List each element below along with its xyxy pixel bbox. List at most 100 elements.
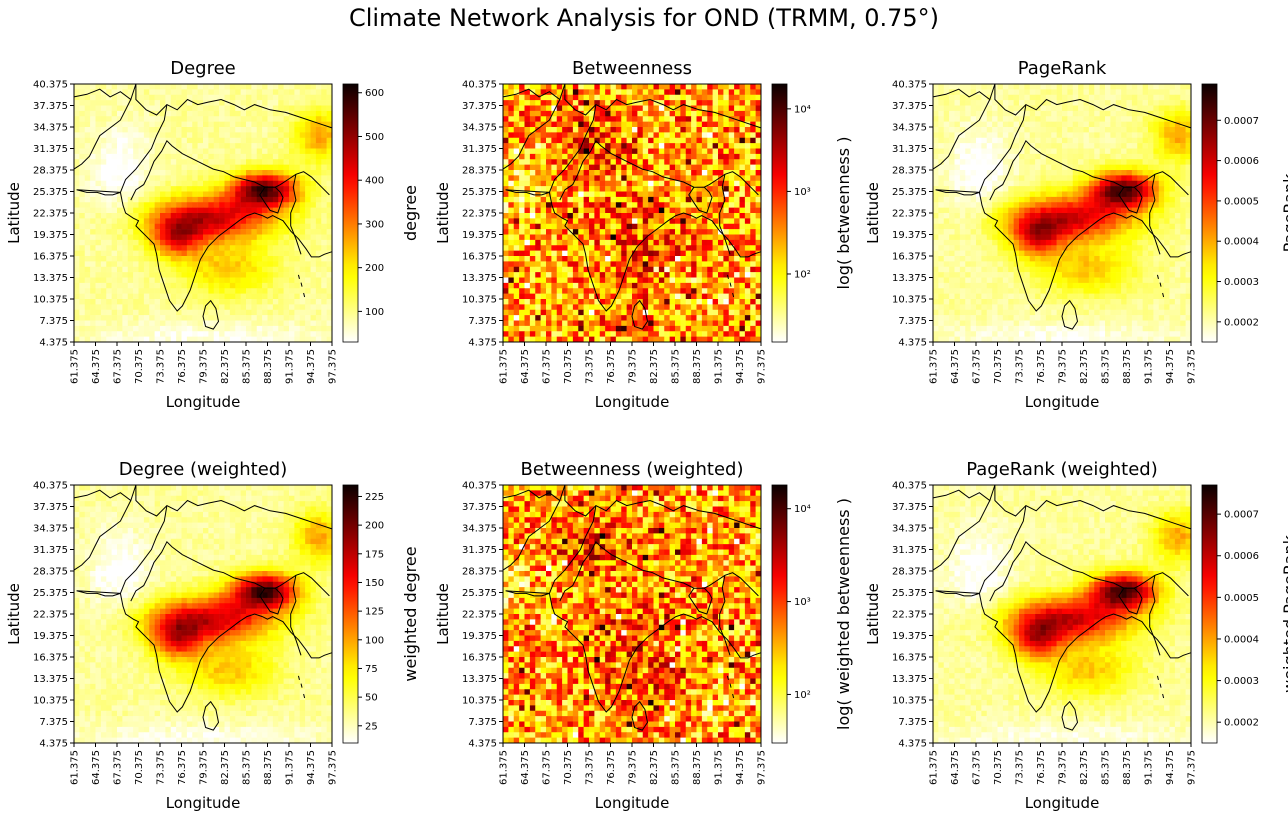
x-tick-label: 61.375 xyxy=(70,750,81,785)
y-tick-label: 22.375 xyxy=(33,610,68,621)
colorbar-tick-label: 300 xyxy=(365,219,384,230)
x-tick-label: 91.375 xyxy=(285,349,296,384)
colorbar-tick-label: 150 xyxy=(365,578,384,589)
x-tick-label: 73.375 xyxy=(585,349,596,384)
x-tick-label: 61.375 xyxy=(499,750,510,785)
x-tick-label: 82.375 xyxy=(220,750,231,785)
x-tick-label: 94.375 xyxy=(735,349,746,384)
x-tick-label: 85.375 xyxy=(1101,750,1112,785)
y-tick-label: 10.375 xyxy=(892,696,927,707)
y-tick-label: 37.375 xyxy=(462,101,497,112)
heatmap-cells xyxy=(933,485,1192,744)
y-tick-label: 25.375 xyxy=(462,588,497,599)
x-tick-label: 91.375 xyxy=(1144,750,1155,785)
y-axis-label: Latitude xyxy=(864,583,882,645)
colorbar-tick-label: 400 xyxy=(365,176,384,187)
x-tick-label: 94.375 xyxy=(306,349,317,384)
y-tick-label: 19.375 xyxy=(892,631,927,642)
x-tick-label: 97.375 xyxy=(1187,750,1198,785)
y-tick-label: 37.375 xyxy=(33,502,68,513)
colorbar-label: log( weighted betweenness ) xyxy=(834,498,853,730)
colorbar-tick-label: 200 xyxy=(365,521,384,532)
x-tick-label: 97.375 xyxy=(328,349,339,384)
x-tick-label: 79.375 xyxy=(199,750,210,785)
colorbar-tick-label: 75 xyxy=(365,664,378,675)
coastline-borders xyxy=(502,83,762,330)
colorbar-tick-label: 0.0003 xyxy=(1224,676,1259,687)
y-tick-label: 13.375 xyxy=(33,674,68,685)
x-tick-label: 85.375 xyxy=(242,750,253,785)
x-tick-label: 64.375 xyxy=(950,750,961,785)
heatmap-cells xyxy=(933,84,1192,343)
panel-title: Degree (weighted) xyxy=(119,459,287,480)
x-tick-label: 67.375 xyxy=(542,349,553,384)
x-tick-label: 79.375 xyxy=(628,750,639,785)
y-tick-label: 7.375 xyxy=(39,316,68,327)
coastline-borders xyxy=(73,83,333,330)
colorbar xyxy=(771,83,788,343)
x-tick-label: 79.375 xyxy=(1058,750,1069,785)
y-tick-label: 22.375 xyxy=(892,209,927,220)
y-tick-label: 28.375 xyxy=(892,567,927,578)
x-axis-label: Longitude xyxy=(595,794,670,812)
colorbar-tick-label: 10² xyxy=(794,269,811,280)
main-title: Climate Network Analysis for OND (TRMM, … xyxy=(348,4,940,32)
y-tick-label: 4.375 xyxy=(468,338,497,349)
y-tick-label: 16.375 xyxy=(33,653,68,664)
y-tick-label: 31.375 xyxy=(33,144,68,155)
y-tick-label: 40.375 xyxy=(462,481,497,492)
x-tick-label: 88.375 xyxy=(692,750,703,785)
x-axis-label: Longitude xyxy=(166,393,241,411)
colorbar-tick-label: 10³ xyxy=(794,187,811,198)
colorbar xyxy=(342,83,359,343)
x-tick-label: 97.375 xyxy=(757,750,768,785)
colorbar-tick-label: 0.0006 xyxy=(1224,156,1259,167)
colorbar-tick-label: 10² xyxy=(794,690,811,701)
y-tick-label: 28.375 xyxy=(462,567,497,578)
x-tick-label: 73.375 xyxy=(1015,750,1026,785)
y-axis-label: Latitude xyxy=(434,182,452,244)
coastline-borders xyxy=(932,83,1192,330)
y-tick-label: 22.375 xyxy=(892,610,927,621)
panel-title: Betweenness (weighted) xyxy=(521,459,744,480)
colorbar-tick-label: 600 xyxy=(365,88,384,99)
y-tick-label: 7.375 xyxy=(898,717,927,728)
x-tick-label: 67.375 xyxy=(542,750,553,785)
y-tick-label: 7.375 xyxy=(898,316,927,327)
y-tick-label: 40.375 xyxy=(33,481,68,492)
x-tick-label: 94.375 xyxy=(1165,750,1176,785)
x-tick-label: 94.375 xyxy=(735,750,746,785)
y-tick-label: 34.375 xyxy=(462,123,497,134)
y-tick-label: 31.375 xyxy=(892,144,927,155)
y-tick-label: 10.375 xyxy=(892,295,927,306)
heatmap-cells xyxy=(74,84,333,343)
colorbar-label: PageRank xyxy=(1280,173,1288,252)
colorbar-tick-label: 10⁴ xyxy=(794,104,811,115)
x-tick-label: 73.375 xyxy=(156,349,167,384)
colorbar xyxy=(1201,83,1218,343)
heatmap-cells xyxy=(74,485,333,744)
y-tick-label: 4.375 xyxy=(898,739,927,750)
colorbar-label: log( betweenness ) xyxy=(834,137,853,290)
y-tick-label: 25.375 xyxy=(33,588,68,599)
y-axis-label: Latitude xyxy=(434,583,452,645)
y-tick-label: 16.375 xyxy=(892,252,927,263)
colorbar-tick-label: 0.0005 xyxy=(1224,593,1259,604)
y-tick-label: 40.375 xyxy=(33,80,68,91)
x-tick-label: 97.375 xyxy=(757,349,768,384)
y-tick-label: 4.375 xyxy=(39,739,68,750)
colorbar-tick-label: 0.0004 xyxy=(1224,237,1259,248)
y-tick-label: 28.375 xyxy=(892,166,927,177)
y-tick-label: 13.375 xyxy=(892,674,927,685)
colorbar-tick-label: 10³ xyxy=(794,597,811,608)
x-tick-label: 70.375 xyxy=(993,349,1004,384)
x-tick-label: 94.375 xyxy=(1165,349,1176,384)
y-tick-label: 25.375 xyxy=(892,187,927,198)
x-tick-label: 64.375 xyxy=(520,750,531,785)
panel-title: Betweenness xyxy=(572,58,692,79)
y-tick-label: 10.375 xyxy=(462,295,497,306)
y-tick-label: 7.375 xyxy=(468,717,497,728)
x-tick-label: 91.375 xyxy=(285,750,296,785)
y-tick-label: 16.375 xyxy=(462,252,497,263)
